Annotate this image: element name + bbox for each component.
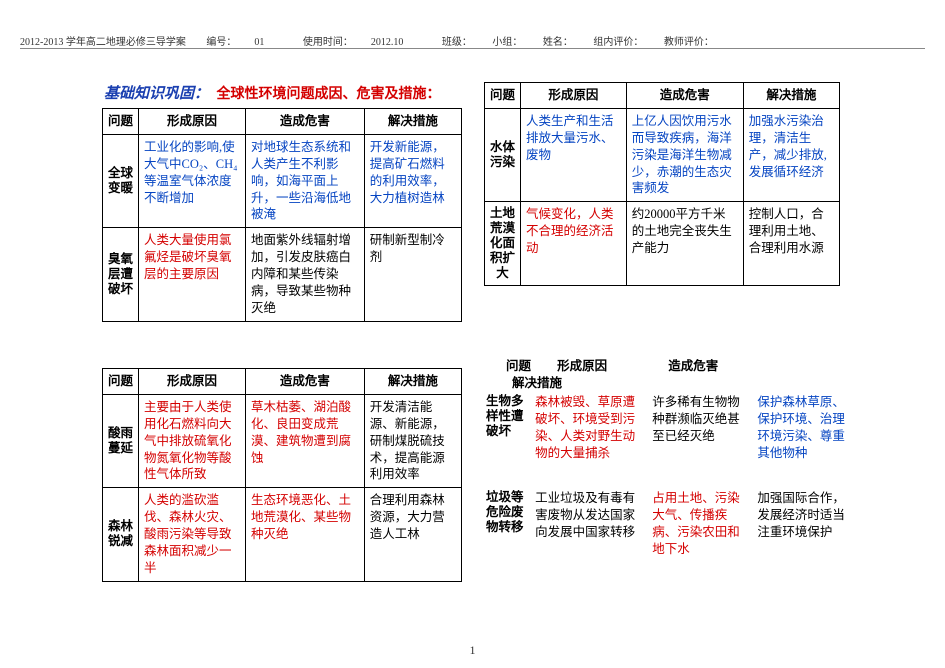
- loose-header: 问题 形成原因 造成危害 解决措施: [506, 358, 856, 392]
- th-harm: 造成危害: [626, 83, 743, 109]
- row-solve: 加强水污染治理，清洁生产，减少排放,发展循环经济: [743, 108, 839, 201]
- th-cause: 形成原因: [139, 369, 246, 395]
- table-global-env-3: 问题 形成原因 造成危害 解决措施 酸雨蔓延 主要由于人类使用化石燃料向大气中排…: [102, 368, 462, 582]
- th-harm: 造成危害: [246, 369, 365, 395]
- title-main: 全球性环境问题成因、危害及措施：: [217, 87, 441, 102]
- doc-header: 2012-2013 学年高二地理必修三导学案 编号：01 使用时间：2012.1…: [20, 33, 925, 48]
- row-cause: 人类大量使用氯氟烃是破坏臭氧层的主要原因: [139, 228, 246, 321]
- table-row: 臭氧层遭破坏 人类大量使用氯氟烃是破坏臭氧层的主要原因 地面紫外线辐射增加，引发…: [103, 228, 462, 321]
- row-harm: 约20000平方千米的土地完全丧失生产能力: [626, 202, 743, 286]
- row-cause: 气候变化，人类不合理的经济活动: [521, 202, 627, 286]
- row-solve: 开发清洁能源、新能源，研制煤脱硫技术，提高能源利用效率: [364, 394, 461, 487]
- row-harm: 地面紫外线辐射增加，引发皮肤癌白内障和某些传染病，导致某些物种灭绝: [246, 228, 365, 321]
- page-number: 1: [470, 643, 476, 658]
- table-row: 酸雨蔓延 主要由于人类使用化石燃料向大气中排放硫氧化物氮氧化物等酸性气体所致 草…: [103, 394, 462, 487]
- table-global-env-2: 问题 形成原因 造成危害 解决措施 水体污染 人类生产和生活排放大量污水、废物 …: [484, 82, 840, 286]
- loose-row: 垃圾等危险废物转移 工业垃圾及有毒有害废物从发达国家向发展中国家转移 占用土地、…: [486, 490, 856, 558]
- row-solve: 加强国际合作，发展经济时适当注重环境保护: [757, 490, 853, 541]
- row-solve: 合理利用森林资源，大力营造人工林: [364, 488, 461, 581]
- header-rule: [20, 48, 925, 49]
- row-solve: 研制新型制冷剂: [364, 228, 461, 321]
- th-solve: 解决措施: [364, 109, 461, 135]
- th-solve: 解决措施: [743, 83, 839, 109]
- row-problem: 全球变暖: [103, 134, 139, 227]
- th-cause: 形成原因: [139, 109, 246, 135]
- row-harm: 对地球生态系统和人类产生不利影响，如海平面上升，一些沿海低地被淹: [246, 134, 365, 227]
- row-harm: 占用土地、污染大气、传播疾病、污染农田和地下水: [652, 490, 748, 558]
- row-problem: 生物多样性遭破坏: [486, 394, 528, 439]
- row-harm: 生态环境恶化、土地荒漠化、某些物种灭绝: [246, 488, 365, 581]
- row-solve: 开发新能源，提高矿石燃料的利用效率，大力植树造林: [364, 134, 461, 227]
- row-solve: 控制人口，合理利用土地、合理利用水源: [743, 202, 839, 286]
- table-row: 土地荒漠化面积扩大 气候变化，人类不合理的经济活动 约20000平方千米的土地完…: [485, 202, 840, 286]
- row-cause: 人类的滥砍滥伐、森林火灾、酸雨污染等导致森林面积减少一半: [139, 488, 246, 581]
- th-cause: 形成原因: [521, 83, 627, 109]
- table-header-row: 问题 形成原因 造成危害 解决措施: [485, 83, 840, 109]
- row-cause: 森林被毁、草原遭破坏、环境受到污染、人类对野生动物的大量捕杀: [535, 394, 643, 462]
- th-harm: 造成危害: [246, 109, 365, 135]
- row-problem: 垃圾等危险废物转移: [486, 490, 528, 535]
- section-title: 基础知识巩固： 全球性环境问题成因、危害及措施：: [104, 82, 441, 103]
- row-problem: 水体污染: [485, 108, 521, 201]
- table-row: 水体污染 人类生产和生活排放大量污水、废物 上亿人因饮用污水而导致疾病，海洋污染…: [485, 108, 840, 201]
- table-row: 森林锐减 人类的滥砍滥伐、森林火灾、酸雨污染等导致森林面积减少一半 生态环境恶化…: [103, 488, 462, 581]
- row-cause: 人类生产和生活排放大量污水、废物: [521, 108, 627, 201]
- th-problem: 问题: [485, 83, 521, 109]
- row-problem: 森林锐减: [103, 488, 139, 581]
- table-row: 全球变暖 工业化的影响,使大气中CO₂、CH₄等温室气体浓度不断增加 对地球生态…: [103, 134, 462, 227]
- row-cause: 工业垃圾及有毒有害废物从发达国家向发展中国家转移: [535, 490, 643, 541]
- th-problem: 问题: [103, 109, 139, 135]
- loose-row: 生物多样性遭破坏 森林被毁、草原遭破坏、环境受到污染、人类对野生动物的大量捕杀 …: [486, 394, 856, 462]
- row-problem: 酸雨蔓延: [103, 394, 139, 487]
- title-lead: 基础知识巩固：: [104, 86, 209, 102]
- table-header-row: 问题 形成原因 造成危害 解决措施: [103, 109, 462, 135]
- row-harm: 许多稀有生物物种群濒临灭绝甚至已经灭绝: [652, 394, 748, 445]
- row-cause: 工业化的影响,使大气中CO₂、CH₄等温室气体浓度不断增加: [139, 134, 246, 227]
- course: 2012-2013 学年高二地理必修三导学案: [20, 37, 186, 48]
- th-problem: 问题: [103, 369, 139, 395]
- table-global-env-1: 问题 形成原因 造成危害 解决措施 全球变暖 工业化的影响,使大气中CO₂、CH…: [102, 108, 462, 322]
- row-cause: 主要由于人类使用化石燃料向大气中排放硫氧化物氮氧化物等酸性气体所致: [139, 394, 246, 487]
- row-harm: 上亿人因饮用污水而导致疾病，海洋污染是海洋生物减少，赤潮的生态灾害频发: [626, 108, 743, 201]
- row-problem: 臭氧层遭破坏: [103, 228, 139, 321]
- row-solve: 保护森林草原、保护环境、治理环境污染、尊重其他物种: [757, 394, 853, 462]
- row-problem: 土地荒漠化面积扩大: [485, 202, 521, 286]
- table-header-row: 问题 形成原因 造成危害 解决措施: [103, 369, 462, 395]
- th-solve: 解决措施: [364, 369, 461, 395]
- row-harm: 草木枯萎、湖泊酸化、良田变成荒漠、建筑物遭到腐蚀: [246, 394, 365, 487]
